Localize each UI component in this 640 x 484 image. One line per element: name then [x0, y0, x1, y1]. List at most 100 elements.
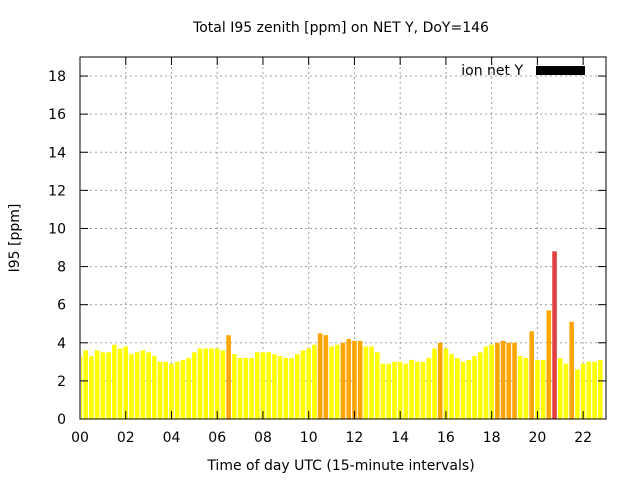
bar — [197, 348, 203, 419]
bar — [140, 350, 146, 419]
bar — [112, 344, 117, 419]
y-tick-label: 16 — [48, 107, 66, 123]
bar — [129, 354, 134, 419]
grid-lines — [80, 57, 606, 419]
bar — [426, 358, 432, 419]
bar — [83, 350, 89, 419]
bar — [466, 359, 472, 419]
bar — [506, 342, 512, 419]
bar — [415, 361, 420, 419]
bar — [277, 356, 283, 419]
bar — [289, 358, 294, 419]
x-tick-label: 22 — [574, 430, 592, 446]
bar — [209, 348, 214, 419]
bar — [300, 350, 306, 419]
bar — [443, 348, 449, 419]
bar — [386, 363, 392, 419]
bar — [580, 363, 586, 419]
chart-title: Total I95 zenith [ppm] on NET Y, DoY=146 — [192, 20, 489, 36]
bar — [357, 340, 363, 419]
bar — [186, 358, 191, 419]
bar — [254, 352, 260, 419]
bar — [237, 358, 243, 419]
bar — [134, 352, 140, 419]
bar — [192, 352, 197, 419]
bar — [495, 342, 500, 419]
bar — [432, 348, 437, 419]
x-tick-label: 10 — [300, 430, 318, 446]
bar — [203, 348, 209, 419]
x-tick-label: 04 — [163, 430, 181, 446]
y-tick-label: 10 — [48, 221, 66, 237]
bar — [117, 348, 123, 419]
bar — [586, 361, 592, 419]
bar — [563, 363, 569, 419]
bar — [517, 356, 523, 419]
x-tick-label: 06 — [208, 430, 226, 446]
bar — [420, 361, 426, 419]
bar — [529, 331, 534, 419]
bar — [146, 352, 151, 419]
bar — [214, 348, 220, 419]
bar — [89, 356, 94, 419]
bar — [123, 346, 129, 419]
x-tick-label: 20 — [528, 430, 546, 446]
bar — [100, 352, 106, 419]
bar — [397, 361, 403, 419]
bar — [294, 354, 300, 419]
x-tick-label: 02 — [117, 430, 135, 446]
bar — [152, 356, 157, 419]
bar — [346, 338, 352, 419]
bar — [392, 361, 397, 419]
bar — [243, 358, 249, 419]
bar — [477, 352, 483, 419]
bar — [169, 363, 174, 419]
legend-swatch — [536, 66, 585, 75]
bar — [260, 352, 266, 419]
bar — [380, 363, 386, 419]
bar — [312, 344, 317, 419]
bar — [157, 361, 163, 419]
y-tick-label: 14 — [48, 145, 66, 161]
bar — [535, 359, 540, 419]
bar — [455, 358, 460, 419]
bar — [369, 346, 374, 419]
x-tick-label: 14 — [391, 430, 409, 446]
bar — [575, 369, 580, 419]
bar — [363, 346, 369, 419]
bar — [409, 359, 414, 419]
bar — [597, 359, 603, 419]
bar — [472, 356, 477, 419]
bar — [220, 350, 226, 419]
bar — [489, 344, 494, 419]
bar — [272, 354, 277, 419]
bar — [174, 361, 180, 419]
y-tick-label: 6 — [57, 298, 66, 314]
bar — [483, 346, 489, 419]
bar — [552, 251, 557, 419]
bar — [334, 344, 340, 419]
bar — [540, 359, 546, 419]
bar — [352, 340, 357, 419]
bar — [375, 352, 380, 419]
y-tick-label: 4 — [57, 336, 66, 352]
bar — [106, 352, 111, 419]
bar — [449, 354, 454, 419]
legend: ion net Y — [461, 63, 585, 79]
bar — [266, 352, 271, 419]
bar — [460, 361, 466, 419]
bar — [546, 310, 552, 419]
bar — [569, 321, 574, 419]
x-axis-label: Time of day UTC (15-minute intervals) — [206, 458, 474, 474]
y-tick-label: 0 — [57, 412, 66, 428]
bar — [94, 350, 100, 419]
bar — [163, 361, 169, 419]
plot-frame — [79, 56, 607, 420]
bar — [180, 359, 186, 419]
bars — [81, 251, 603, 419]
x-tick-label: 16 — [437, 430, 455, 446]
y-tick-label: 18 — [48, 69, 66, 85]
bar — [329, 346, 334, 419]
